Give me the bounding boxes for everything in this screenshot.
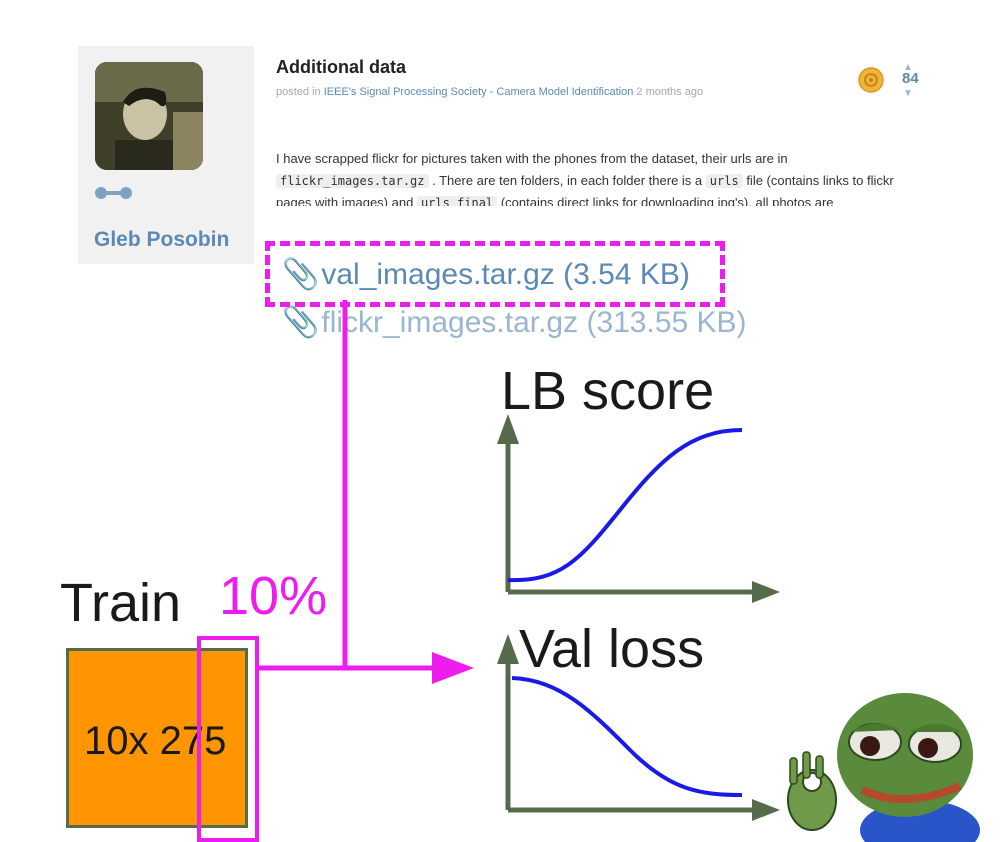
train-count-label: 10x 275 — [84, 719, 227, 763]
validation-slice-box — [197, 636, 259, 842]
highlight-dashed-box — [265, 241, 725, 307]
code-snippet: flickr_images.tar.gz — [276, 174, 429, 188]
gold-medal-icon — [858, 67, 884, 93]
arrowhead — [432, 652, 474, 684]
code-snippet: urls_final — [416, 196, 498, 206]
val-loss-curve — [511, 676, 743, 797]
downvote-icon[interactable]: ▼ — [903, 88, 913, 99]
attachment-flickr-images[interactable]: 📎flickr_images.tar.gz (313.55 KB) — [282, 305, 747, 340]
vote-count: 84 — [902, 70, 919, 87]
lb-score-curve — [507, 428, 743, 583]
code-snippet: urls — [705, 174, 743, 188]
attachment-val-images[interactable]: 📎val_images.tar.gz (3.54 KB) — [282, 257, 690, 292]
lb-score-label: LB score — [501, 361, 715, 421]
frog-ok-hand-icon — [787, 693, 980, 842]
val-loss-label: Val loss — [519, 619, 705, 679]
paperclip-icon: 📎 — [282, 258, 320, 291]
upvote-icon[interactable]: ▲ — [903, 62, 913, 73]
author-name[interactable]: Gleb Posobin — [94, 228, 230, 251]
meta-prefix: posted in — [276, 86, 321, 98]
body-text: I have scrapped flickr for pictures take… — [276, 151, 788, 166]
post-body: I have scrapped flickr for pictures take… — [276, 148, 926, 206]
attachment-label: flickr_images.tar.gz (313.55 KB) — [321, 306, 747, 339]
post-time: 2 months ago — [636, 86, 704, 98]
body-text: (contains direct links for downloading j… — [500, 195, 834, 206]
post-title[interactable]: Additional data — [276, 57, 406, 77]
post-meta: posted in IEEE's Signal Processing Socie… — [276, 86, 703, 98]
val-loss-axes — [497, 634, 780, 821]
train-label: Train — [60, 573, 182, 633]
body-text: file (contains links to flickr pages wit… — [276, 173, 894, 206]
paperclip-icon: 📎 — [282, 306, 320, 339]
attachment-label: val_images.tar.gz (3.54 KB) — [321, 258, 690, 291]
split-percent-label: 10% — [219, 566, 328, 626]
competition-link[interactable]: IEEE's Signal Processing Society - Camer… — [323, 86, 634, 98]
body-text: . There are ten folders, in each folder … — [432, 173, 703, 188]
train-box — [66, 648, 248, 828]
lb-score-axes — [497, 414, 780, 603]
avatar[interactable] — [95, 62, 203, 170]
